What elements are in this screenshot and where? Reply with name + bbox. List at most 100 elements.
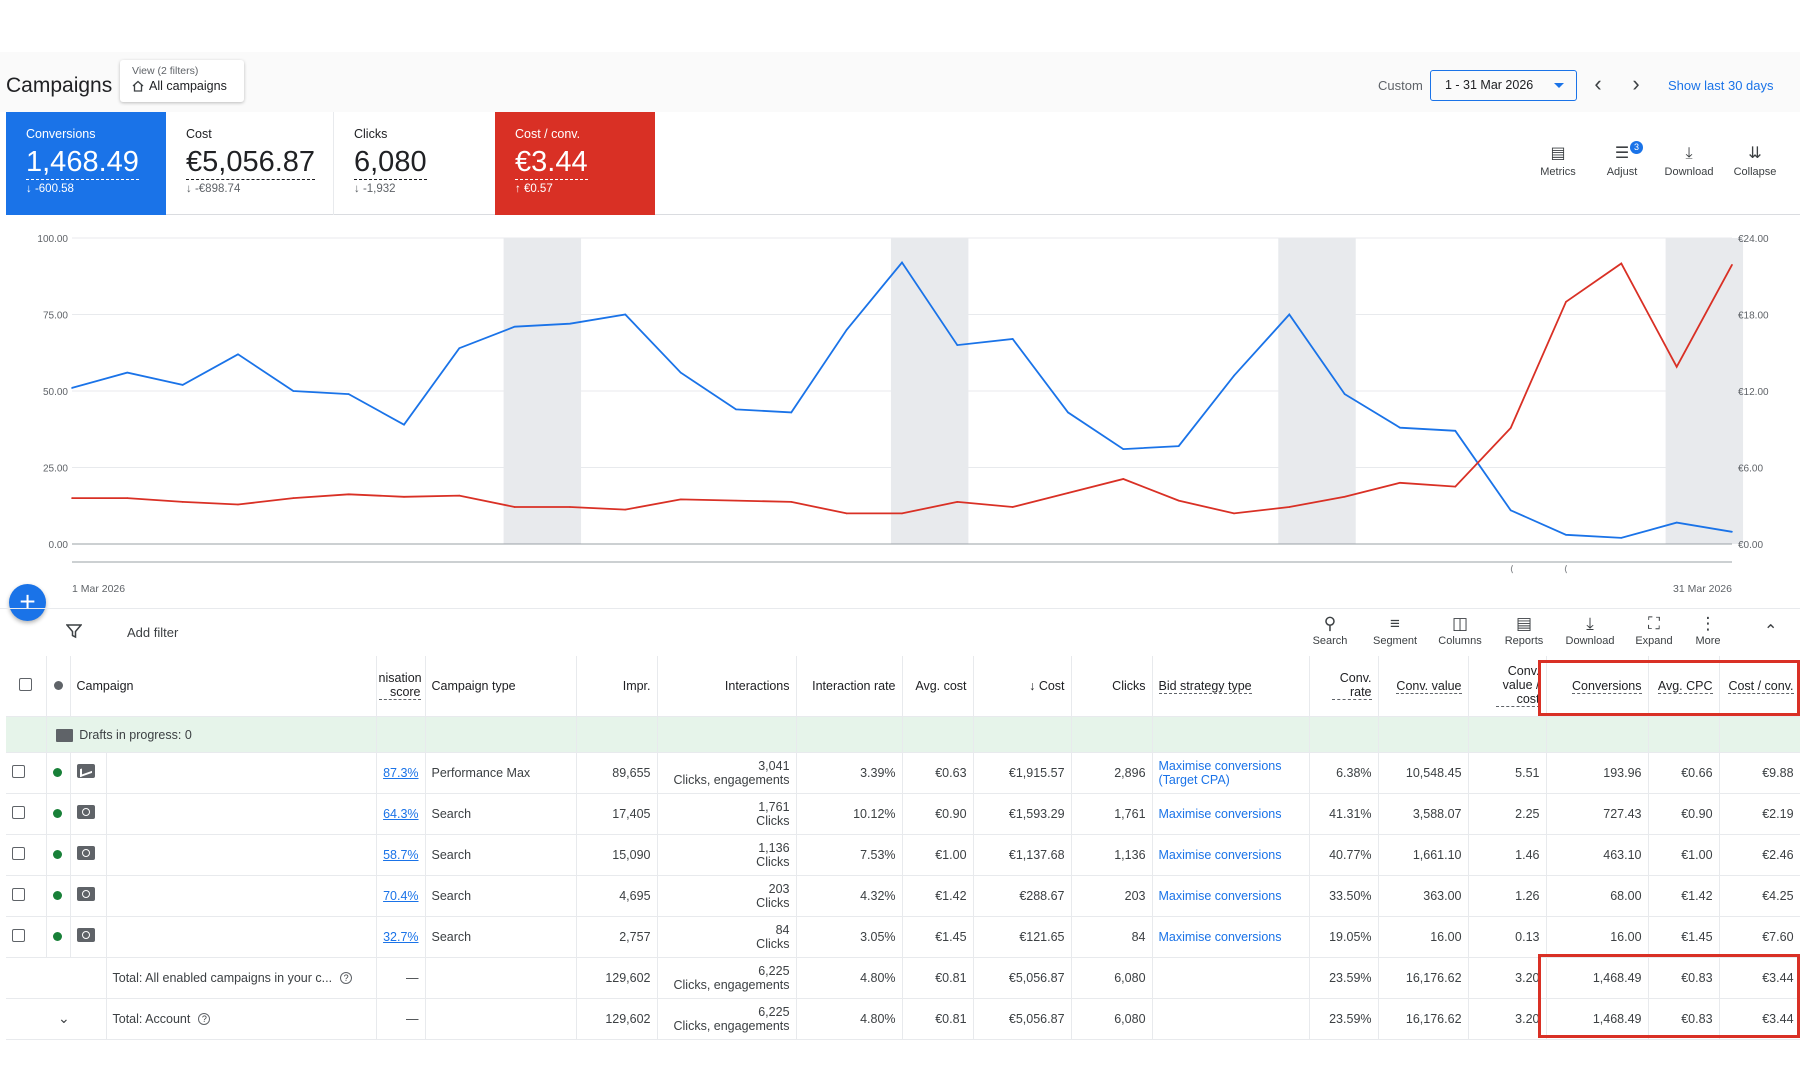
- table-row[interactable]: 70.4% Search 4,695 203 Clicks 4.32% €1.42 €288.…: [6, 875, 1800, 917]
- help-icon[interactable]: ?: [198, 1013, 211, 1026]
- view-selector[interactable]: View (2 filters) All campaigns: [120, 60, 244, 102]
- scorecard-cost[interactable]: Cost €5,056.87 ↓ -€898.74: [166, 112, 334, 215]
- page-title: Campaigns: [6, 74, 113, 97]
- segment-button[interactable]: ≡ Segment: [1365, 613, 1425, 647]
- optimisation-score-link[interactable]: 87.3%: [383, 765, 419, 780]
- row-checkbox[interactable]: [12, 846, 25, 860]
- date-range-picker[interactable]: 1 - 31 Mar 2026: [1430, 70, 1577, 101]
- avg-cpc-column-header[interactable]: Avg. CPC: [1648, 656, 1720, 717]
- chevron-down-icon[interactable]: ⌄: [58, 1010, 70, 1026]
- interactions-unit: Clicks: [756, 813, 790, 828]
- data-point: [1620, 262, 1623, 265]
- bid-strategy-link[interactable]: Maximise conversions: [1158, 847, 1282, 862]
- next-period-icon[interactable]: ›: [1632, 71, 1640, 96]
- table-row[interactable]: 87.3% Performance Max 89,655 3,041 Clicks, e…: [6, 752, 1800, 794]
- conversions-cell: 463.10: [1546, 834, 1649, 876]
- conversions-cell: 193.96: [1546, 752, 1649, 794]
- bid-strategy-type-column-header[interactable]: Bid strategy type: [1152, 656, 1310, 717]
- optimisation-score-column-header[interactable]: nisation score: [376, 656, 426, 717]
- filter-icon[interactable]: [66, 623, 82, 639]
- add-filter-button[interactable]: Add filter: [127, 625, 179, 640]
- conv-value: 16.00: [1430, 929, 1462, 944]
- conversions-cell: 1,468.49: [1546, 998, 1649, 1040]
- table-search-button[interactable]: ⚲ Search: [1300, 613, 1360, 647]
- bid-strategy-link[interactable]: Maximise conversions: [1158, 929, 1282, 944]
- scorecard-cost-per-conversion[interactable]: Cost / conv. €3.44 ↑ €0.57: [495, 112, 655, 215]
- interactions-cell: 6,225 Clicks, engagements: [657, 998, 797, 1040]
- data-point: [403, 496, 405, 498]
- empty-cell: [902, 716, 974, 753]
- campaign-column-header[interactable]: Campaign: [70, 656, 377, 717]
- bid-strategy-link[interactable]: Maximise conversions: [1158, 758, 1282, 773]
- clicks: 84: [1131, 929, 1146, 944]
- select-all-checkbox-cell[interactable]: [6, 656, 47, 717]
- campaign-name-cell: [106, 752, 377, 794]
- conv-rate-column-header[interactable]: Conv. rate: [1309, 656, 1379, 717]
- cost-per-conv-cell: €3.44: [1719, 957, 1800, 999]
- conv-rate-cell: 40.77%: [1309, 834, 1379, 876]
- conv-value-cell: 3,588.07: [1378, 793, 1469, 835]
- cost-cell: €121.65: [973, 916, 1072, 958]
- clicks-cell: 2,896: [1071, 752, 1153, 794]
- data-point: [1731, 263, 1733, 266]
- column-label: Clicks: [1112, 678, 1146, 693]
- avg-cost: €0.63: [935, 765, 967, 780]
- conv-rate: 19.05%: [1329, 929, 1372, 944]
- table-row[interactable]: 64.3% Search 17,405 1,761 Clicks 10.12% €0.90 €…: [6, 793, 1800, 835]
- show-last-30-days-link[interactable]: Show last 30 days: [1668, 78, 1774, 93]
- table-row[interactable]: 32.7% Search 2,757 84 Clicks 3.05% €1.45 €121.6…: [6, 916, 1800, 958]
- more-button[interactable]: ⋮ More: [1678, 613, 1738, 647]
- conversions: 463.10: [1603, 847, 1642, 862]
- optimisation-score-link[interactable]: 70.4%: [383, 888, 419, 903]
- avg-cpc: €1.00: [1681, 847, 1713, 862]
- column-label: Campaign: [76, 678, 134, 693]
- adjust-button[interactable]: ☰ 3 Adjust: [1591, 141, 1653, 178]
- chevron-up-icon[interactable]: ⌃: [1764, 623, 1778, 640]
- previous-period-icon[interactable]: ‹: [1594, 71, 1602, 96]
- collapse-chart-button[interactable]: ⇊ Collapse: [1724, 144, 1786, 178]
- bid-strategy-link[interactable]: Maximise conversions: [1158, 806, 1282, 821]
- scorecard-clicks[interactable]: Clicks 6,080 ↓ -1,932: [334, 112, 496, 215]
- conv-value: 10,548.45: [1405, 765, 1462, 780]
- bid-strategy-link[interactable]: Maximise conversions: [1158, 888, 1282, 903]
- conv-value-column-header[interactable]: Conv. value: [1378, 656, 1469, 717]
- empty-cell: [1071, 716, 1153, 753]
- add-campaign-button[interactable]: +: [9, 584, 46, 621]
- interaction-rate-column-header[interactable]: Interaction rate: [796, 656, 903, 717]
- select-all-checkbox[interactable]: [19, 677, 33, 691]
- clicks: 6,080: [1114, 1011, 1146, 1026]
- avg-cost-column-header[interactable]: Avg. cost: [902, 656, 974, 717]
- reports-button[interactable]: ▤ Reports: [1494, 613, 1554, 647]
- row-checkbox[interactable]: [12, 928, 25, 942]
- metrics-button[interactable]: ▤ Metrics: [1527, 144, 1589, 178]
- conv-rate: 6.38%: [1336, 765, 1372, 780]
- bid-strategy-target[interactable]: (Target CPA): [1158, 772, 1230, 787]
- help-icon[interactable]: ?: [340, 972, 353, 985]
- campaign-type: Performance Max: [431, 765, 531, 780]
- cost-column-header[interactable]: ↓ Cost: [973, 656, 1072, 717]
- optimisation-score-link[interactable]: 32.7%: [383, 929, 419, 944]
- interactions-column-header[interactable]: Interactions: [657, 656, 797, 717]
- row-checkbox[interactable]: [12, 887, 25, 901]
- columns-button[interactable]: ◫ Columns: [1430, 613, 1490, 647]
- cost: €5,056.87: [1008, 970, 1065, 985]
- row-checkbox[interactable]: [12, 805, 25, 819]
- row-checkbox[interactable]: [12, 764, 25, 778]
- table-download-button[interactable]: ⤓ Download: [1560, 613, 1620, 647]
- optimisation-score-link[interactable]: 64.3%: [383, 806, 419, 821]
- scorecard-conversions[interactable]: Conversions 1,468.49 ↓ -600.58: [6, 112, 166, 215]
- expand-button[interactable]: ⛶ Expand: [1624, 613, 1684, 647]
- drafts-row[interactable]: ⌄Drafts in progress: 0: [6, 716, 1800, 753]
- download-chart-button[interactable]: ⤓ Download: [1658, 144, 1720, 178]
- conv-value-per-cost-column-header[interactable]: Conv. value / cost: [1468, 656, 1547, 717]
- table-row[interactable]: 58.7% Search 15,090 1,136 Clicks 7.53% €1.00 €1…: [6, 834, 1800, 876]
- data-point: [1122, 478, 1125, 480]
- y-left-tick-label: 100.00: [37, 234, 68, 245]
- optimisation-score-link[interactable]: 58.7%: [383, 847, 419, 862]
- conversions-column-header[interactable]: Conversions: [1546, 656, 1649, 717]
- impressions-column-header[interactable]: Impr.: [576, 656, 658, 717]
- clicks-column-header[interactable]: Clicks: [1071, 656, 1153, 717]
- campaign-type-column-header[interactable]: Campaign type: [425, 656, 577, 717]
- data-point: [347, 493, 350, 496]
- performance-chart[interactable]: 0.00 25.00 50.00 75.00 100.00 €0.00 €6.00 €12.0…: [0, 228, 1800, 598]
